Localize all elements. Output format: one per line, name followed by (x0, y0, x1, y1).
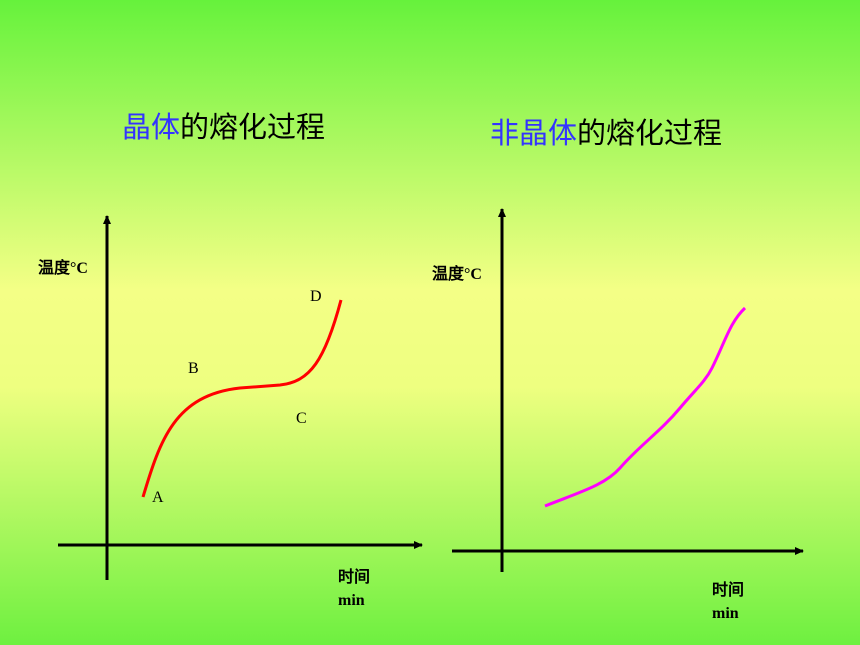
melting-curve (544, 306, 747, 508)
x-unit: min (712, 605, 739, 622)
title-highlight: 晶体 (122, 110, 180, 144)
title-highlight: 非晶体 (490, 116, 577, 150)
title-rest: 的熔化过程 (577, 116, 722, 150)
y-label: 温度°C (431, 264, 482, 283)
y-label: 温度°C (37, 258, 88, 277)
point-label: D (310, 288, 322, 305)
point-label: C (296, 410, 307, 427)
title-rest: 的熔化过程 (180, 110, 325, 144)
right-title: 非晶体的熔化过程 (490, 116, 722, 150)
melting-curve (141, 299, 343, 498)
x-unit: min (338, 592, 365, 609)
point-label: B (188, 360, 199, 377)
point-label: A (152, 489, 164, 506)
left-title: 晶体的熔化过程 (122, 110, 325, 144)
x-label: 时间 (712, 580, 744, 599)
x-label: 时间 (338, 567, 370, 586)
